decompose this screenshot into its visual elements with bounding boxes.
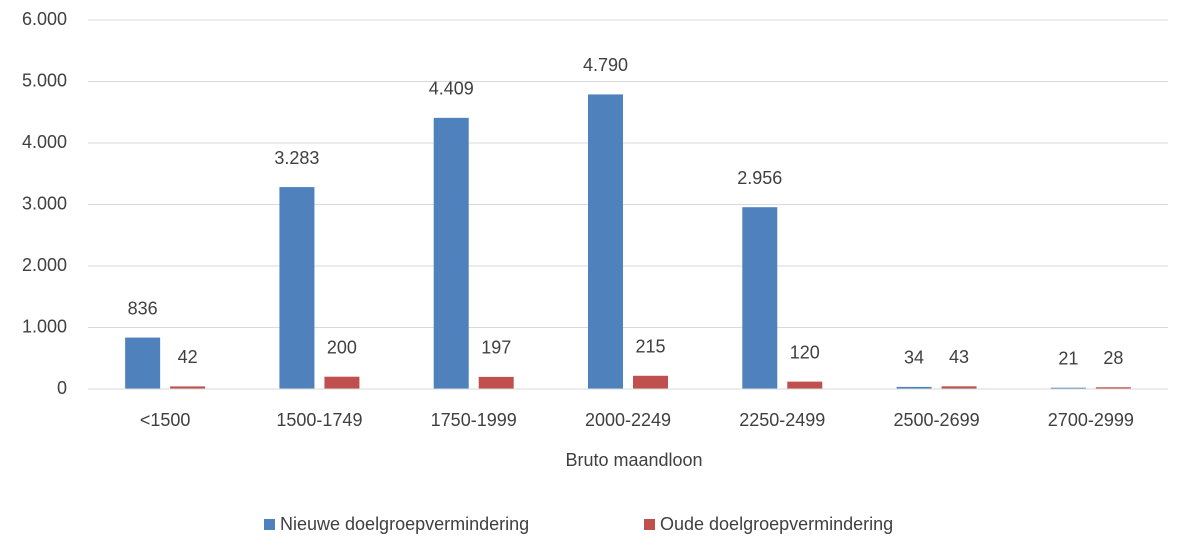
y-tick-label: 1.000 <box>22 316 67 336</box>
data-label: 215 <box>635 337 665 357</box>
bar <box>324 376 360 389</box>
x-tick-label: <1500 <box>140 410 191 430</box>
data-label: 200 <box>327 337 357 357</box>
bar <box>125 337 161 389</box>
y-tick-label: 3.000 <box>22 193 67 213</box>
bar <box>941 386 977 389</box>
data-label: 4.409 <box>429 79 474 99</box>
x-tick-label: 1750-1999 <box>431 410 517 430</box>
bar <box>279 187 315 389</box>
x-axis-label: Bruto maandloon <box>565 450 702 470</box>
bar <box>787 381 823 389</box>
bar <box>1050 387 1086 389</box>
legend-label: Nieuwe doelgroepvermindering <box>280 514 529 534</box>
bar <box>433 117 469 389</box>
y-tick-label: 2.000 <box>22 255 67 275</box>
y-tick-label: 4.000 <box>22 132 67 152</box>
bar <box>742 207 778 389</box>
bar <box>633 375 668 389</box>
bar <box>478 376 514 389</box>
x-tick-label: 2500-2699 <box>894 410 980 430</box>
legend-swatch <box>264 519 275 530</box>
x-tick-label: 2000-2249 <box>585 410 671 430</box>
data-label: 2.956 <box>737 168 782 188</box>
legend-swatch <box>644 519 655 530</box>
data-label: 120 <box>790 342 820 362</box>
y-tick-label: 6.000 <box>22 9 67 29</box>
data-label: 34 <box>904 348 924 368</box>
y-tick-label: 5.000 <box>22 70 67 90</box>
data-label: 42 <box>178 347 198 367</box>
bar <box>1095 387 1131 389</box>
legend-label: Oude doelgroepvermindering <box>660 514 893 534</box>
data-label: 28 <box>1103 348 1123 368</box>
data-label: 3.283 <box>274 148 319 168</box>
data-label: 21 <box>1058 348 1078 368</box>
bar <box>588 94 623 389</box>
bar <box>896 386 932 389</box>
bar <box>170 386 206 389</box>
x-tick-label: 2250-2499 <box>739 410 825 430</box>
y-tick-label: 0 <box>57 378 67 398</box>
data-label: 836 <box>128 298 158 318</box>
data-label: 43 <box>949 347 969 367</box>
x-tick-label: 2700-2999 <box>1048 410 1134 430</box>
x-tick-label: 1500-1749 <box>276 410 362 430</box>
data-label: 197 <box>481 338 511 358</box>
data-label: 4.790 <box>583 55 628 75</box>
